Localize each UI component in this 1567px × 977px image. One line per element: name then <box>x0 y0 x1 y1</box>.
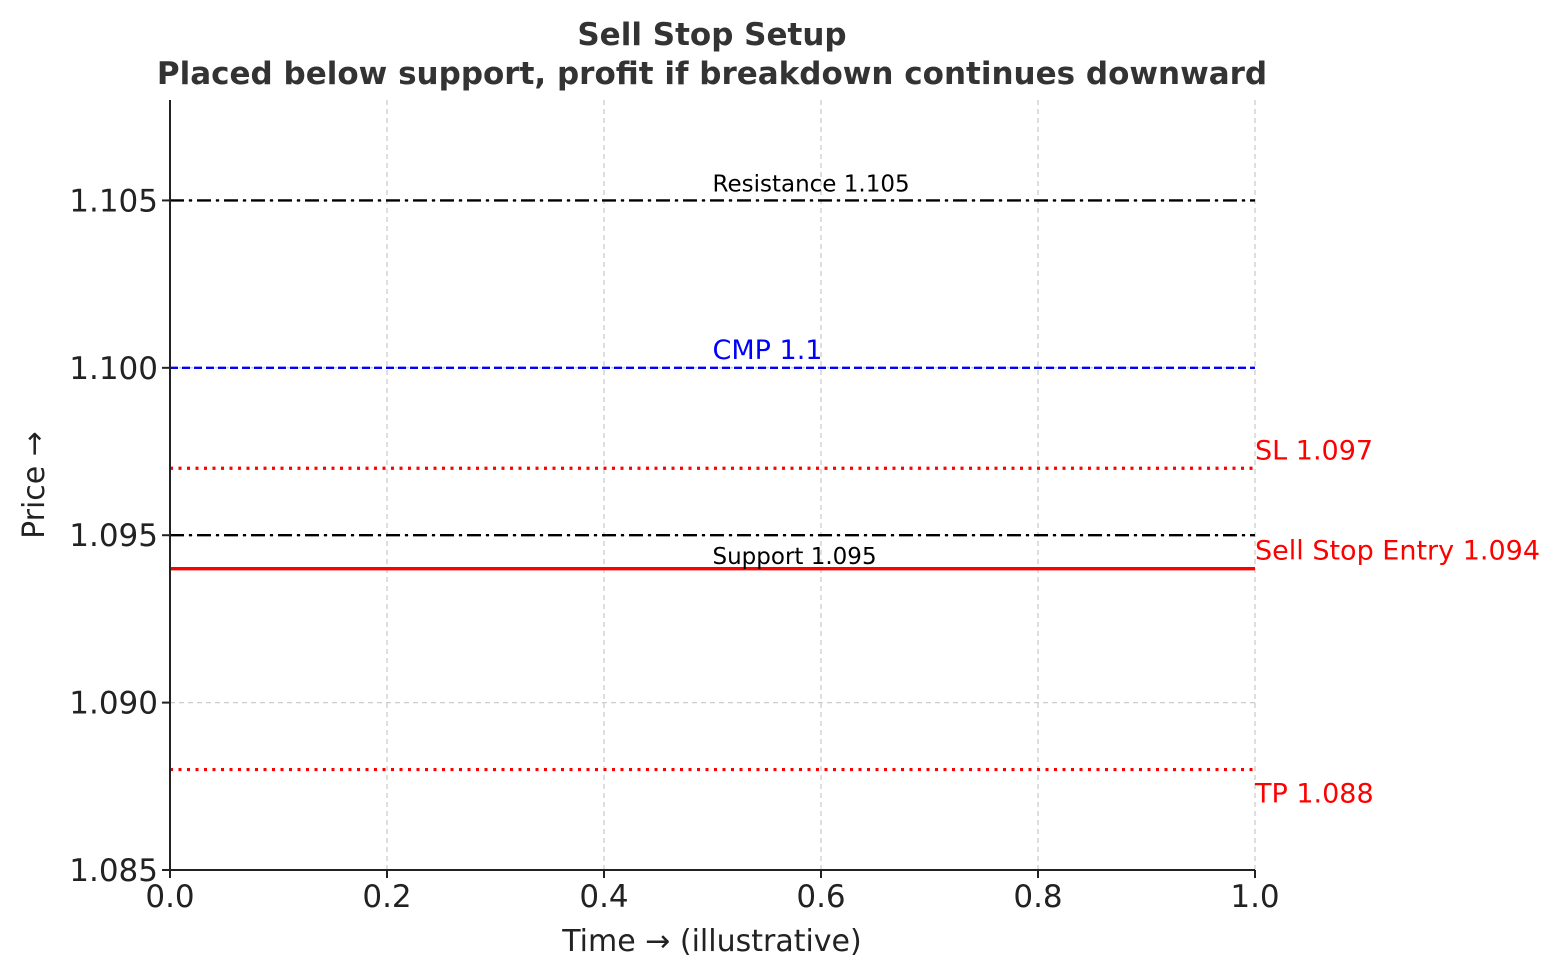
x-tick-label: 0.0 <box>145 879 194 915</box>
x-axis-label: Time → (illustrative) <box>561 924 861 959</box>
x-tick-label: 0.2 <box>362 879 411 915</box>
ticks: 0.0 0.2 0.4 0.6 0.8 1.0 1.085 1.090 1.095 1.100 1.… <box>69 183 1279 915</box>
y-tick-label: 1.105 <box>69 183 158 219</box>
y-tick-label: 1.085 <box>69 853 158 889</box>
y-axis-label: Price → <box>17 431 52 539</box>
cmp-level-label: CMP 1.1 <box>713 335 823 366</box>
chart-subtitle: Placed below support, profit if breakdow… <box>157 56 1267 92</box>
grid <box>170 100 1256 870</box>
entry-level-label: Sell Stop Entry 1.094 <box>1255 536 1540 567</box>
sl-level-label: SL 1.097 <box>1255 435 1373 466</box>
y-tick-label: 1.095 <box>69 518 158 554</box>
y-tick-label: 1.100 <box>69 351 158 387</box>
x-tick-label: 1.0 <box>1230 879 1279 915</box>
x-tick-label: 0.4 <box>579 879 628 915</box>
resistance-level-label: Resistance 1.105 <box>713 171 910 197</box>
support-level-label: Support 1.095 <box>713 544 877 570</box>
tp-level-label: TP 1.088 <box>1254 779 1374 810</box>
x-tick-label: 0.8 <box>1013 879 1062 915</box>
axes <box>169 100 1255 871</box>
level-labels: Resistance 1.105 CMP 1.1 SL 1.097 Support 1… <box>713 171 1541 809</box>
x-tick-label: 0.6 <box>796 879 845 915</box>
chart-title: Sell Stop Setup <box>577 17 846 53</box>
price-levels <box>170 199 1255 772</box>
y-tick-label: 1.090 <box>69 686 158 722</box>
